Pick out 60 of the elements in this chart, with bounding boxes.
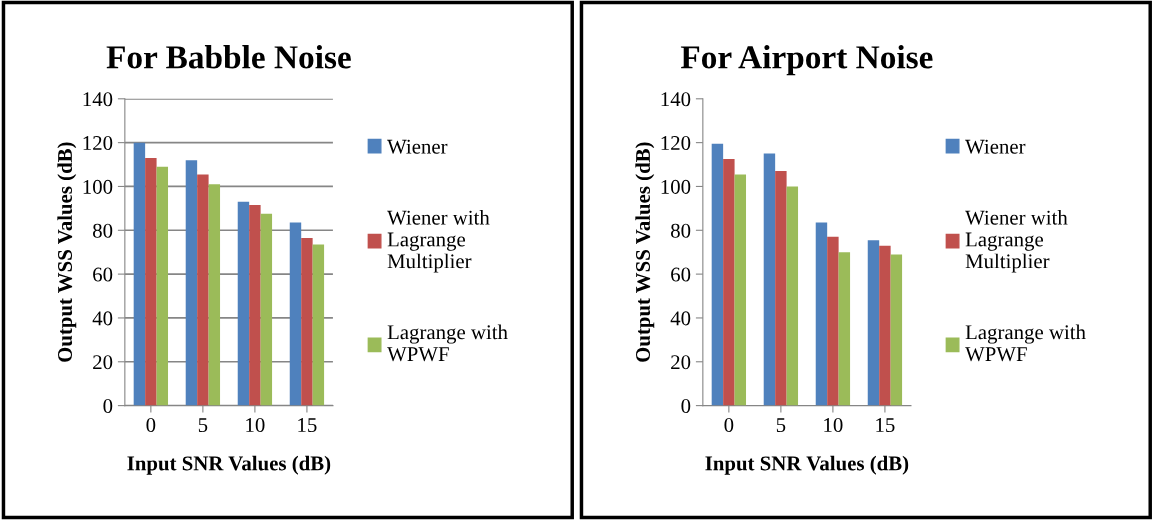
- bar: [827, 236, 839, 406]
- bar: [185, 160, 198, 406]
- y-tick-label: 0: [103, 398, 113, 414]
- bar: [289, 222, 302, 406]
- x-tick-label: 5: [198, 418, 208, 433]
- bar: [879, 245, 891, 406]
- bar: [312, 244, 325, 406]
- bar: [237, 201, 250, 406]
- y-tick-label: 140: [83, 92, 113, 107]
- y-tick-label: 40: [670, 311, 691, 326]
- bar: [867, 240, 880, 406]
- bar: [156, 166, 169, 406]
- x-tick-label: 0: [146, 418, 156, 433]
- bar: [133, 142, 146, 406]
- bar: [786, 186, 799, 406]
- bar: [890, 254, 903, 406]
- x-tick-label: 0: [724, 418, 734, 433]
- bar: [197, 174, 209, 406]
- bar: [734, 174, 747, 406]
- y-tick-label: 40: [92, 311, 113, 326]
- x-axis-title: Input SNR Values (dB): [127, 455, 331, 475]
- bar: [145, 157, 157, 406]
- x-tick-label: 15: [298, 418, 317, 433]
- y-tick-label: 0: [681, 398, 691, 414]
- y-tick-label: 60: [93, 267, 113, 282]
- y-tick-label: 120: [661, 136, 691, 151]
- x-tick-label: 15: [876, 418, 895, 433]
- y-tick-label: 100: [83, 179, 113, 194]
- y-tick-label: 80: [671, 223, 691, 238]
- y-tick-label: 80: [93, 223, 113, 238]
- legend-label: Wiener: [965, 139, 1026, 154]
- y-tick-label: 140: [661, 92, 691, 107]
- x-tick-label: 5: [776, 418, 786, 433]
- bar: [723, 159, 735, 406]
- y-tick-label: 20: [93, 355, 113, 370]
- bar: [815, 222, 828, 406]
- chart-title: For Airport Noise: [680, 45, 933, 76]
- bar: [208, 184, 221, 406]
- legend-label: Lagrange with WPWF: [387, 324, 508, 362]
- y-tick-label: 60: [671, 267, 691, 282]
- y-tick-label: 20: [671, 355, 691, 370]
- x-tick-label: 10: [246, 418, 265, 433]
- bar: [775, 171, 787, 406]
- y-axis-title: Output WSS Values (dB): [635, 142, 655, 362]
- y-axis-title: Output WSS Values (dB): [57, 142, 77, 362]
- bar: [249, 205, 261, 406]
- chart-title: For Babble Noise: [106, 45, 351, 69]
- x-axis-title: Input SNR Values (dB): [705, 455, 909, 475]
- y-tick-label: 100: [661, 179, 691, 194]
- bar: [711, 143, 724, 406]
- bar: [260, 213, 273, 406]
- legend-label: Lagrange with WPWF: [965, 324, 1086, 362]
- bar: [838, 252, 851, 406]
- bar: [301, 237, 313, 406]
- bar: [763, 153, 776, 406]
- legend-label: Wiener: [387, 139, 448, 154]
- legend-label: Wiener with Lagrange Multiplier: [965, 210, 1068, 273]
- legend-label: Wiener with Lagrange Multiplier: [387, 210, 490, 273]
- y-tick-label: 120: [83, 136, 113, 151]
- x-tick-label: 10: [824, 418, 843, 433]
